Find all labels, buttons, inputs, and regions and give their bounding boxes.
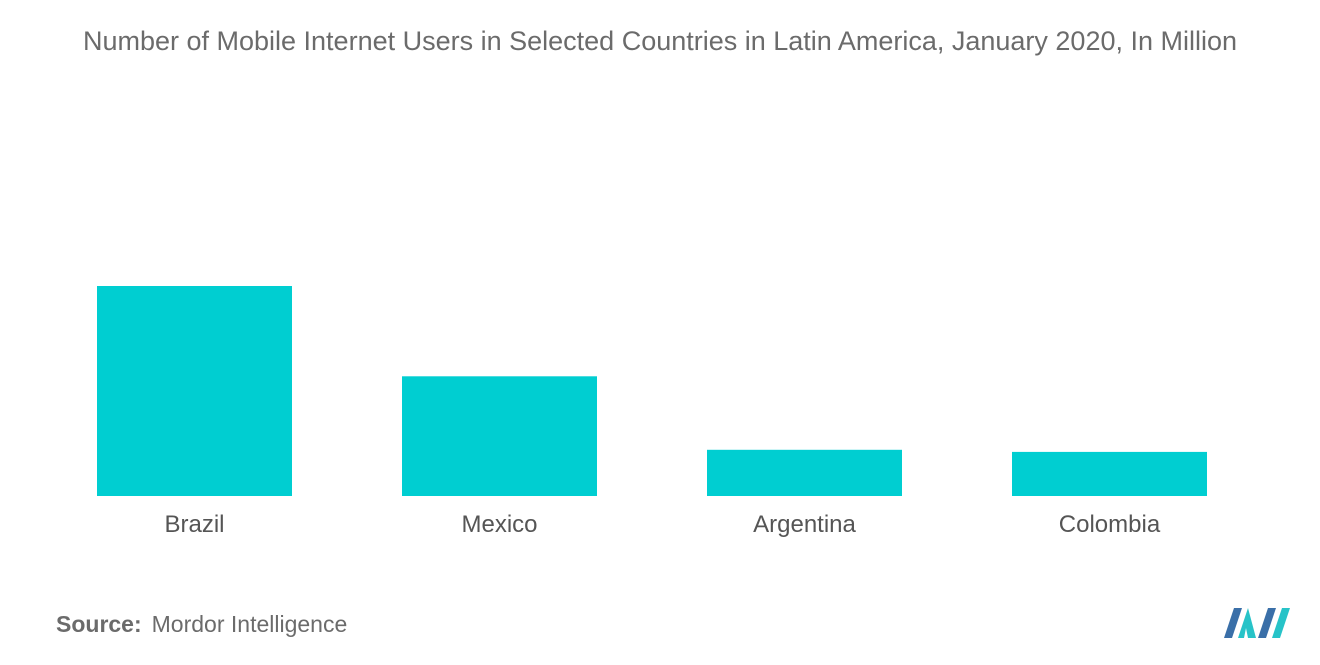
x-tick-label-argentina: Argentina	[753, 511, 856, 538]
x-tick-label-brazil: Brazil	[164, 511, 224, 538]
bar-mexico	[402, 376, 597, 496]
bar-argentina	[707, 449, 902, 496]
bar-brazil	[97, 286, 292, 496]
source-text: Mordor Intelligence	[151, 611, 348, 637]
chart-title: Number of Mobile Internet Users in Selec…	[82, 26, 1238, 56]
source-line: Source: Mordor Intelligence	[56, 611, 347, 638]
source-label: Source:	[56, 611, 142, 637]
mordor-intelligence-logo-icon	[1224, 608, 1290, 638]
x-tick-label-colombia: Colombia	[1059, 511, 1161, 538]
bar-group	[97, 286, 1207, 496]
x-axis-labels: Brazil Mexico Argentina Colombia	[164, 511, 1160, 538]
chart-plot: Brazil Mexico Argentina Colombia	[97, 286, 1207, 538]
x-tick-label-mexico: Mexico	[461, 511, 537, 538]
bar-colombia	[1012, 451, 1207, 496]
